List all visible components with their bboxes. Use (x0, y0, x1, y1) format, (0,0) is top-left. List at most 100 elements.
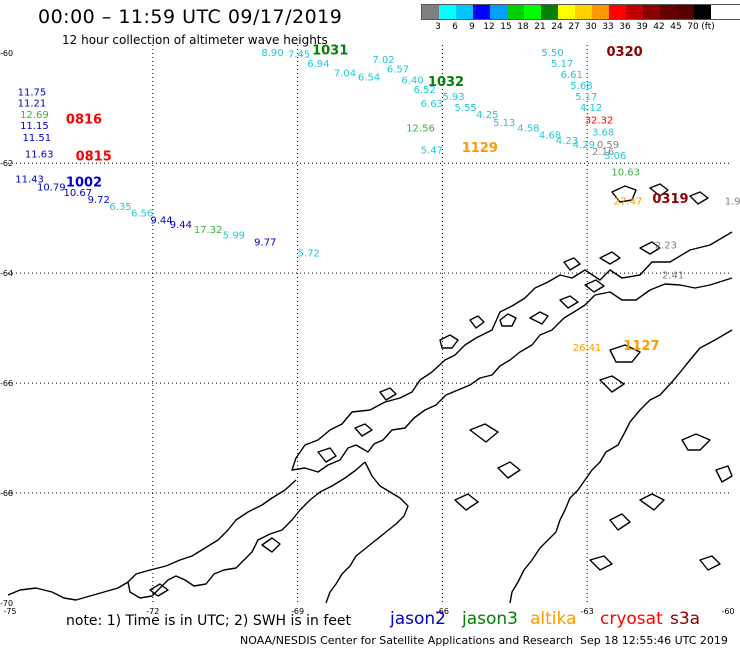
island-outline (699, 555, 721, 571)
wave-height-value: 9.44 (170, 220, 192, 231)
wave-height-value: 11.75 (18, 88, 47, 99)
wave-height-value: 10.63 (611, 167, 640, 178)
wave-height-value: 5.13 (493, 118, 515, 129)
island-outline (317, 447, 337, 463)
island-outline (559, 295, 579, 309)
wave-height-value: 3.68 (592, 128, 614, 139)
wave-height-value: 12.56 (406, 123, 435, 134)
island-outline (639, 241, 661, 255)
legend-label: 70 (687, 22, 699, 32)
wave-height-value: 5.50 (541, 48, 563, 59)
legend-label: 42 (653, 22, 665, 32)
note-text: note: 1) Time is in UTC; 2) SWH is in fe… (66, 613, 352, 629)
wave-height-value: 5.17 (575, 92, 597, 103)
island-outline (639, 493, 665, 511)
wave-height-value: 4.25 (476, 110, 498, 121)
legend-swatch (558, 5, 575, 19)
longitude-label: -63 (581, 607, 594, 616)
legend-swatch (541, 5, 558, 19)
wave-height-value: 6.56 (131, 209, 153, 220)
color-scale-legend: 3 6 9 12 15 18 21 24 27 30 33 36 39 42 45 70 (ft) (421, 4, 740, 32)
wave-height-value: 9.72 (88, 195, 110, 206)
track-time-label: 0816 (66, 113, 102, 128)
wave-height-value: 11.63 (25, 150, 54, 161)
coastline-segment (291, 231, 733, 473)
color-scale-labels: 3 6 9 12 15 18 21 24 27 30 33 36 39 42 45 70 (ft) (421, 20, 740, 32)
legend-swatch (643, 5, 660, 19)
island-outline (609, 344, 641, 363)
mission-name-altika: altika (530, 609, 577, 629)
wave-height-value: 27.47 (614, 196, 643, 207)
latitude-label: -60 (0, 49, 13, 58)
wave-height-value: 9.77 (254, 238, 276, 249)
wave-height-value: 4.58 (517, 123, 539, 134)
wave-height-value: 11.21 (18, 99, 47, 110)
wave-height-value: 6.94 (307, 59, 329, 70)
wave-height-value: 5.47 (421, 145, 443, 156)
wave-height-value: 9.44 (150, 216, 172, 227)
wave-height-value: 7.02 (372, 55, 394, 66)
wave-height-value: 6.54 (358, 73, 380, 84)
wave-height-value: 6.63 (421, 99, 443, 110)
credit-text: NOAA/NESDIS Center for Satellite Applica… (240, 634, 574, 647)
legend-swatch (694, 5, 711, 19)
wave-height-value: 32.32 (585, 116, 614, 127)
latitude-label: -70 (0, 599, 13, 608)
coastline-segment (325, 461, 409, 604)
legend-label: 21 (534, 22, 546, 32)
wave-height-value: 2.16 (592, 147, 614, 158)
track-time-label: 0815 (76, 149, 112, 164)
island-outline (529, 311, 549, 325)
wave-height-value: 11.43 (15, 174, 44, 185)
island-outline (563, 257, 581, 271)
island-outline (599, 251, 621, 265)
track-time-label: 1127 (623, 339, 659, 354)
island-outline (439, 334, 459, 349)
wave-height-value: 8.90 (261, 48, 283, 59)
track-time-label: 1002 (66, 175, 102, 190)
wave-height-value: 6.52 (413, 85, 435, 96)
island-outline (681, 433, 711, 451)
track-time-label: 0319 (652, 192, 688, 207)
island-outline (379, 387, 397, 401)
wave-height-value: 5.93 (442, 92, 464, 103)
wave-height-value: 7.04 (334, 68, 356, 79)
island-outline (469, 423, 499, 443)
wave-height-value: 4.12 (580, 103, 602, 114)
legend-swatch (609, 5, 626, 19)
wave-height-value: 6.57 (387, 64, 409, 75)
legend-label: 18 (517, 22, 529, 32)
longitude-label: -75 (3, 607, 16, 616)
longitude-label: -69 (291, 607, 304, 616)
island-outline (497, 461, 521, 479)
wave-height-value: 1.9 (725, 196, 740, 207)
island-outline (599, 375, 625, 393)
legend-swatch (422, 5, 439, 19)
legend-label: 30 (585, 22, 597, 32)
legend-swatch (439, 5, 456, 19)
legend-swatch (490, 5, 507, 19)
legend-swatch (660, 5, 677, 19)
island-outline (261, 537, 281, 553)
wave-height-value: 11.15 (20, 121, 49, 132)
coastline (7, 183, 733, 604)
lat-lon-grid (8, 45, 732, 603)
legend-label: 15 (500, 22, 512, 32)
legend-label: (ft) (701, 22, 715, 32)
legend-swatch (524, 5, 541, 19)
latitude-label: -64 (0, 269, 13, 278)
track-time-label: 1031 (312, 43, 348, 58)
generated-timestamp: Sep 18 12:55:46 UTC 2019 (580, 634, 728, 647)
wave-height-value: 2.23 (655, 240, 677, 251)
legend-swatch (677, 5, 694, 19)
island-outline (354, 423, 373, 437)
wave-height-value: 26.41 (573, 343, 602, 354)
legend-swatch (473, 5, 490, 19)
wave-height-value: 5.72 (298, 249, 320, 260)
wave-height-value: 4.68 (539, 130, 561, 141)
coastline-segment (509, 329, 733, 604)
legend-swatch (575, 5, 592, 19)
track-time-label: 0320 (607, 45, 643, 60)
